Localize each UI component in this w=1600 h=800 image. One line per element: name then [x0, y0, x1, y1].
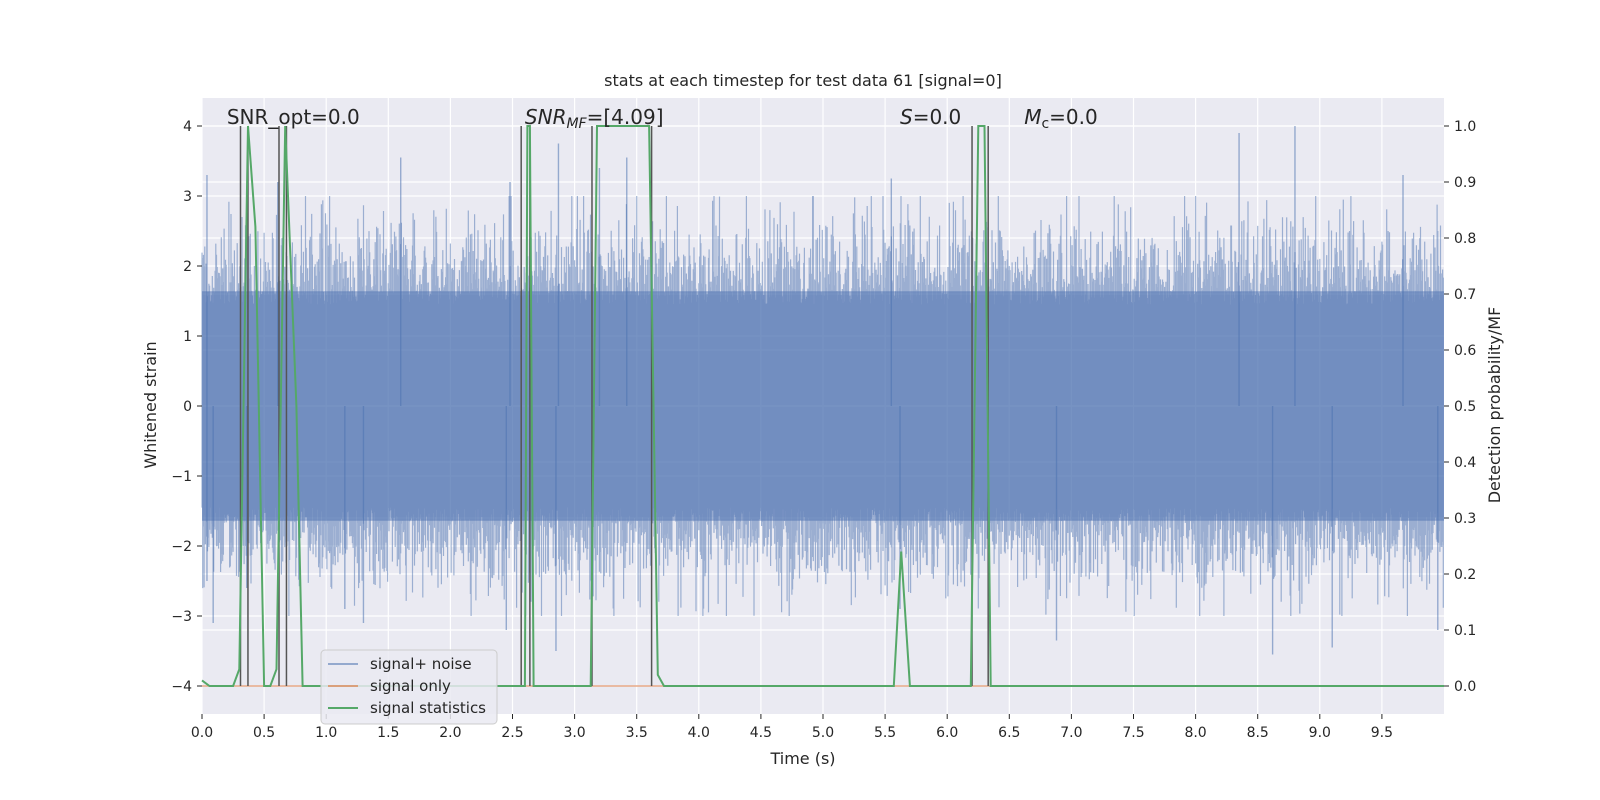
y-tick-label: 0: [183, 399, 192, 415]
x-tick-label: 2.5: [501, 725, 523, 741]
signal-noise-series: [201, 126, 1444, 655]
annotations: SNR_opt=0.0 SNRMF=[4.09] S=0.0 Mc=0.0: [227, 105, 1098, 132]
y-tick-label-right: 0.0: [1454, 679, 1476, 695]
y-tick-label: 1: [183, 329, 192, 345]
y-tick-label: −3: [171, 609, 192, 625]
y-tick-label-right: 0.5: [1454, 399, 1476, 415]
x-tick-label: 7.5: [1122, 725, 1144, 741]
x-tick-label: 2.0: [439, 725, 461, 741]
y-tick-label: −2: [171, 539, 192, 555]
x-tick-label: 1.0: [315, 725, 337, 741]
x-tick-label: 8.5: [1247, 725, 1269, 741]
y-tick-label: 2: [183, 259, 192, 275]
x-tick-label: 4.5: [750, 725, 772, 741]
x-tick-label: 9.5: [1371, 725, 1393, 741]
x-tick-label: 1.5: [377, 725, 399, 741]
y-tick-label-right: 0.2: [1454, 567, 1476, 583]
y-tick-label-right: 0.4: [1454, 455, 1476, 471]
x-tick-label: 5.5: [874, 725, 896, 741]
y-tick-label-right: 0.6: [1454, 343, 1476, 359]
annotation-snr_mf: SNRMF=[4.09]: [525, 105, 664, 132]
y-tick-label: 3: [183, 189, 192, 205]
x-tick-label: 8.0: [1184, 725, 1206, 741]
noise-spikes: [201, 196, 1444, 616]
y-tick-label: −1: [171, 469, 192, 485]
y-tick-label: 4: [183, 119, 192, 135]
x-tick-label: 3.0: [563, 725, 585, 741]
y-tick-label-right: 0.1: [1454, 623, 1476, 639]
legend-label-signal-statistics: signal statistics: [370, 699, 486, 717]
y-tick-label-right: 0.8: [1454, 231, 1476, 247]
y-axis-label-right: Detection probability/MF: [1485, 307, 1504, 504]
x-tick-label: 4.0: [688, 725, 710, 741]
y-tick-label-right: 0.3: [1454, 511, 1476, 527]
y-tick-label: −4: [171, 679, 192, 695]
signal-statistics-line: [201, 125, 1444, 687]
annotation-s: S=0.0: [900, 105, 961, 129]
y-tick-label-right: 0.9: [1454, 175, 1476, 191]
x-tick-label: 3.5: [626, 725, 648, 741]
x-tick-label: 9.0: [1309, 725, 1331, 741]
y-tick-label-right: 0.7: [1454, 287, 1476, 303]
x-tick-label: 6.0: [936, 725, 958, 741]
legend-label-signal-only: signal only: [370, 677, 451, 695]
y-tick-label-right: 1.0: [1454, 119, 1476, 135]
legend: signal+ noise signal only signal statist…: [320, 649, 498, 725]
x-tick-label: 6.5: [998, 725, 1020, 741]
annotation-mc: Mc=0.0: [1024, 105, 1098, 132]
x-tick-label: 7.0: [1060, 725, 1082, 741]
x-tick-label: 0.0: [191, 725, 213, 741]
x-axis-label: Time (s): [769, 749, 835, 768]
signal-statistics-series: [201, 125, 1444, 687]
legend-label-signal-noise: signal+ noise: [370, 655, 472, 673]
x-tick-label: 0.5: [253, 725, 275, 741]
legend-frame: [320, 649, 498, 725]
chart-title: stats at each timestep for test data 61 …: [604, 71, 1002, 90]
annotation-snr_opt: SNR_opt=0.0: [227, 105, 360, 129]
y-axis-label: Whitened strain: [141, 341, 160, 468]
axis-ticks: 0.0 0.5 1.0 1.5 2.0 2.5 3.0 3.5 4.0 4.5 5.0 5.5 6.0 6…: [171, 119, 1476, 741]
x-tick-label: 5.0: [812, 725, 834, 741]
